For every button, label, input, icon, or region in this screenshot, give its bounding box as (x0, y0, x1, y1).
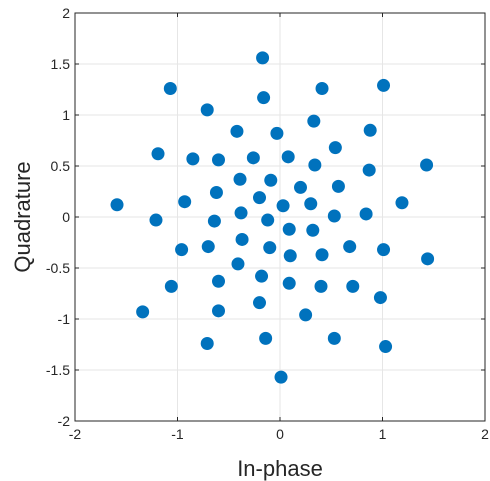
x-tick-label: -1 (171, 426, 184, 442)
data-point (149, 213, 163, 227)
data-point (420, 158, 434, 172)
y-tick-label: -1.5 (46, 362, 70, 378)
data-point (346, 279, 360, 293)
data-point (200, 103, 214, 117)
data-point (379, 340, 393, 354)
data-point (200, 336, 214, 350)
data-point (209, 186, 223, 200)
data-point (343, 240, 357, 254)
data-point (282, 222, 296, 236)
data-point (164, 279, 178, 293)
y-tick-label: 0 (62, 209, 70, 225)
data-point (264, 173, 278, 187)
data-point (110, 198, 124, 212)
data-point (331, 179, 345, 193)
data-point (201, 240, 215, 254)
data-point (261, 213, 275, 227)
data-point (308, 158, 322, 172)
y-tick-label: 2 (62, 5, 70, 21)
data-point (282, 276, 296, 290)
data-point (314, 279, 328, 293)
data-point (256, 51, 270, 65)
data-point (163, 81, 177, 95)
y-tick-label: -1 (58, 311, 71, 327)
data-point (363, 123, 377, 137)
data-point (151, 147, 165, 161)
x-tick-label: 2 (481, 426, 489, 442)
data-point (212, 153, 225, 167)
data-point (270, 126, 284, 140)
data-point (212, 304, 225, 318)
data-point (395, 196, 409, 210)
data-point (327, 209, 341, 223)
data-point (377, 243, 391, 257)
data-point (263, 241, 277, 255)
data-point (231, 257, 245, 271)
data-point (253, 191, 266, 205)
y-tick-label: -2 (58, 413, 71, 429)
data-point (304, 197, 318, 211)
data-points (110, 51, 435, 384)
data-point (178, 195, 192, 209)
data-point (186, 152, 200, 166)
data-point (234, 206, 248, 220)
data-point (230, 124, 244, 138)
data-point (283, 249, 297, 263)
x-axis-label: In-phase (237, 456, 323, 481)
data-point (233, 172, 247, 186)
y-tick-label: 0.5 (51, 158, 71, 174)
y-tick-label: -0.5 (46, 260, 70, 276)
data-point (421, 252, 435, 266)
data-point (276, 199, 290, 213)
data-point (373, 291, 387, 305)
data-point (299, 308, 313, 322)
y-tick-labels: -2 -1.5 -1 -0.5 0 0.5 1 1.5 2 (46, 5, 70, 429)
x-tick-label: 0 (276, 426, 284, 442)
data-point (307, 114, 321, 128)
data-point (259, 331, 273, 345)
data-point (274, 370, 288, 384)
data-point (175, 243, 189, 257)
data-point (377, 78, 391, 92)
data-point (257, 91, 271, 105)
data-point (235, 232, 249, 246)
data-point (362, 163, 376, 177)
y-tick-label: 1 (62, 107, 70, 123)
data-point (294, 180, 307, 194)
x-tick-label: -2 (69, 426, 82, 442)
y-tick-label: 1.5 (51, 56, 71, 72)
x-tick-labels: -2 -1 0 1 2 (69, 426, 489, 442)
data-point (212, 274, 225, 288)
data-point (328, 141, 342, 155)
data-point (207, 214, 221, 228)
data-point (136, 305, 150, 319)
data-point (281, 150, 295, 164)
tick-marks (74, 12, 486, 422)
x-tick-label: 1 (379, 426, 387, 442)
data-point (327, 331, 341, 345)
data-point (253, 296, 266, 310)
y-axis-label: Quadrature (10, 161, 35, 272)
data-point (306, 223, 320, 237)
data-point (255, 269, 269, 283)
data-point (359, 207, 373, 221)
data-point (315, 81, 329, 95)
data-point (246, 151, 260, 165)
data-point (315, 248, 329, 262)
